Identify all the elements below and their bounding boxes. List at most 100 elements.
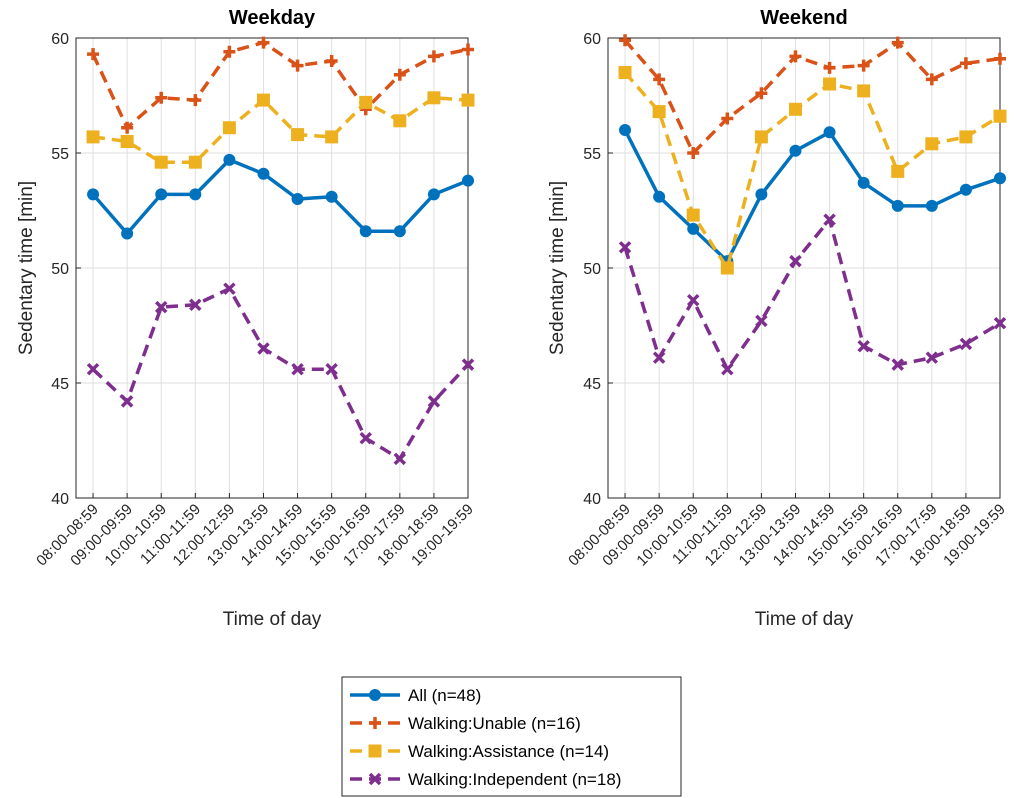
weekend-series-walking-assistance-point <box>891 164 905 178</box>
weekend-series-walking-unable-line <box>623 39 1001 155</box>
weekend-series-walking-unable-point <box>619 34 632 47</box>
legend-sample-walking-assistance-marker <box>368 744 382 758</box>
weekend-series-all-point <box>891 199 904 212</box>
weekend-series-all-point <box>653 190 666 203</box>
legend-label-independent: Walking:Independent (n=18) <box>408 770 621 789</box>
weekday-y-tick-label: 60 <box>51 31 69 48</box>
weekday-series-all-point <box>325 190 338 203</box>
weekday-series-walking-assistance-point <box>393 114 407 128</box>
weekday-series-walking-unable-point <box>257 36 270 49</box>
weekend-series-walking-assistance-point <box>857 84 871 98</box>
weekday-series-walking-unable-line <box>91 40 469 130</box>
weekday-series-walking-unable-point <box>325 55 338 67</box>
weekday-y-tick-label: 45 <box>51 376 69 393</box>
legend-sample-walking-independent-marker <box>368 772 382 786</box>
weekday-series-all-point <box>189 188 202 201</box>
weekend-series-all-point <box>755 188 768 201</box>
weekend-y-tick-label: 60 <box>583 31 601 48</box>
weekend-series-walking-unable-point <box>959 57 972 70</box>
legend-label-assistance: Walking:Assistance (n=14) <box>408 742 609 761</box>
weekend-series-all-point <box>857 176 870 189</box>
weekend-series-walking-assistance-point <box>686 208 700 222</box>
weekday-series-all-point <box>462 174 474 187</box>
weekend-series-walking-independent-point <box>755 314 768 328</box>
weekend-series-walking-independent-point <box>652 351 666 364</box>
weekday-series-walking-independent-point <box>291 362 304 376</box>
weekday-series-all-point <box>121 227 134 240</box>
weekday-series-walking-independent-point <box>154 300 168 314</box>
weekday-series-walking-independent-point <box>223 282 236 295</box>
weekday-series-all-point <box>87 188 100 201</box>
weekend-series-walking-assistance-point <box>788 102 802 116</box>
weekday-series-walking-independent-point <box>359 431 372 445</box>
weekend-series-walking-unable-point <box>789 50 802 63</box>
weekday-y-tick-label: 55 <box>51 146 69 163</box>
weekend-series-walking-unable-point <box>687 147 700 159</box>
weekend-series-walking-assistance-point <box>720 261 734 275</box>
weekday-series-walking-assistance-point <box>291 128 305 142</box>
weekday-x-axis-label: Time of day <box>223 609 322 630</box>
legend-label-unable: Walking:Unable (n=16) <box>408 714 581 733</box>
weekend-series-walking-unable-point <box>823 61 836 74</box>
weekday-series-walking-assistance-point <box>154 155 168 169</box>
weekend-series-walking-independent-line <box>623 217 1001 371</box>
weekend-series-walking-assistance-point <box>652 105 666 119</box>
weekday-series-walking-unable-point <box>121 121 134 134</box>
weekend-series-walking-unable-point <box>653 73 666 86</box>
weekend-series-walking-unable-point <box>925 73 938 86</box>
weekday-series-walking-assistance-point <box>256 93 270 107</box>
weekday-series-walking-independent-point <box>427 395 441 408</box>
weekend-series-walking-assistance-point <box>993 109 1007 123</box>
weekday-series-walking-independent-point <box>325 362 338 376</box>
weekday-series-walking-unable-point <box>223 45 236 58</box>
weekend-series-walking-unable-point <box>994 52 1006 65</box>
legend: All (n=48) Walking:Unable (n=16) Walking… <box>341 676 682 797</box>
weekday-y-tick-label: 40 <box>51 491 69 508</box>
weekday-series-all-point <box>393 225 406 238</box>
weekday-series-walking-assistance-point <box>325 130 339 144</box>
weekday-title: Weekday <box>229 7 316 29</box>
weekday-series-all-point <box>427 188 440 201</box>
weekend-series-walking-independent-point <box>959 337 973 351</box>
weekday-series-walking-assistance-point <box>188 155 202 169</box>
weekend-series-all-point <box>823 126 836 139</box>
weekend-y-tick-label: 55 <box>583 146 601 163</box>
weekend-series-walking-independent-point <box>721 362 734 376</box>
weekday-series-walking-independent-point <box>257 342 270 355</box>
weekend-series-all-point <box>687 222 700 235</box>
weekend-series-all-line <box>623 129 1001 263</box>
weekend-series-walking-assistance-point <box>823 77 837 91</box>
weekend-series-walking-independent-point <box>789 254 802 268</box>
weekday-series-walking-assistance-point <box>120 135 134 148</box>
weekend-y-tick-label: 50 <box>583 261 601 278</box>
weekend-series-walking-assistance-point <box>618 66 632 79</box>
weekend-series-walking-independent-point <box>891 358 904 371</box>
weekday-series-walking-unable-point <box>427 50 440 63</box>
weekday-series-walking-unable-point <box>87 48 100 61</box>
weekend-y-tick-label: 45 <box>583 376 601 393</box>
legend-box <box>341 676 682 797</box>
weekend-series-all-point <box>959 183 972 196</box>
weekend-series-walking-assistance-point <box>925 137 939 151</box>
weekday-y-tick-label: 50 <box>51 261 69 278</box>
weekend-series-walking-independent-point <box>857 339 870 353</box>
weekday-y-axis-label: Sedentary time [min] <box>16 181 37 355</box>
weekday-series-walking-assistance-point <box>86 130 100 144</box>
weekday-series-walking-assistance-point <box>222 121 236 135</box>
weekday-series-walking-independent-line <box>91 286 470 461</box>
weekday-series-all-point <box>155 188 168 201</box>
weekend-series-walking-assistance-point <box>959 130 973 144</box>
weekend-series-walking-unable-point <box>857 59 870 72</box>
weekend-title: Weekend <box>760 7 847 29</box>
weekend-series-walking-independent-point <box>686 293 700 307</box>
weekday-series-walking-unable-point <box>155 91 168 104</box>
weekend-series-walking-independent-point <box>925 351 939 364</box>
weekend-series-all-point <box>925 199 938 212</box>
weekday-series-walking-unable-point <box>393 68 406 81</box>
weekend-series-all-point <box>994 172 1006 185</box>
weekday-series-all-point <box>291 193 304 205</box>
weekend-panel: Weekend Sedentary time [min] Time of day… <box>547 7 1009 630</box>
weekday-series-walking-assistance-point <box>359 95 373 109</box>
weekday-series-walking-independent-point <box>86 362 100 376</box>
